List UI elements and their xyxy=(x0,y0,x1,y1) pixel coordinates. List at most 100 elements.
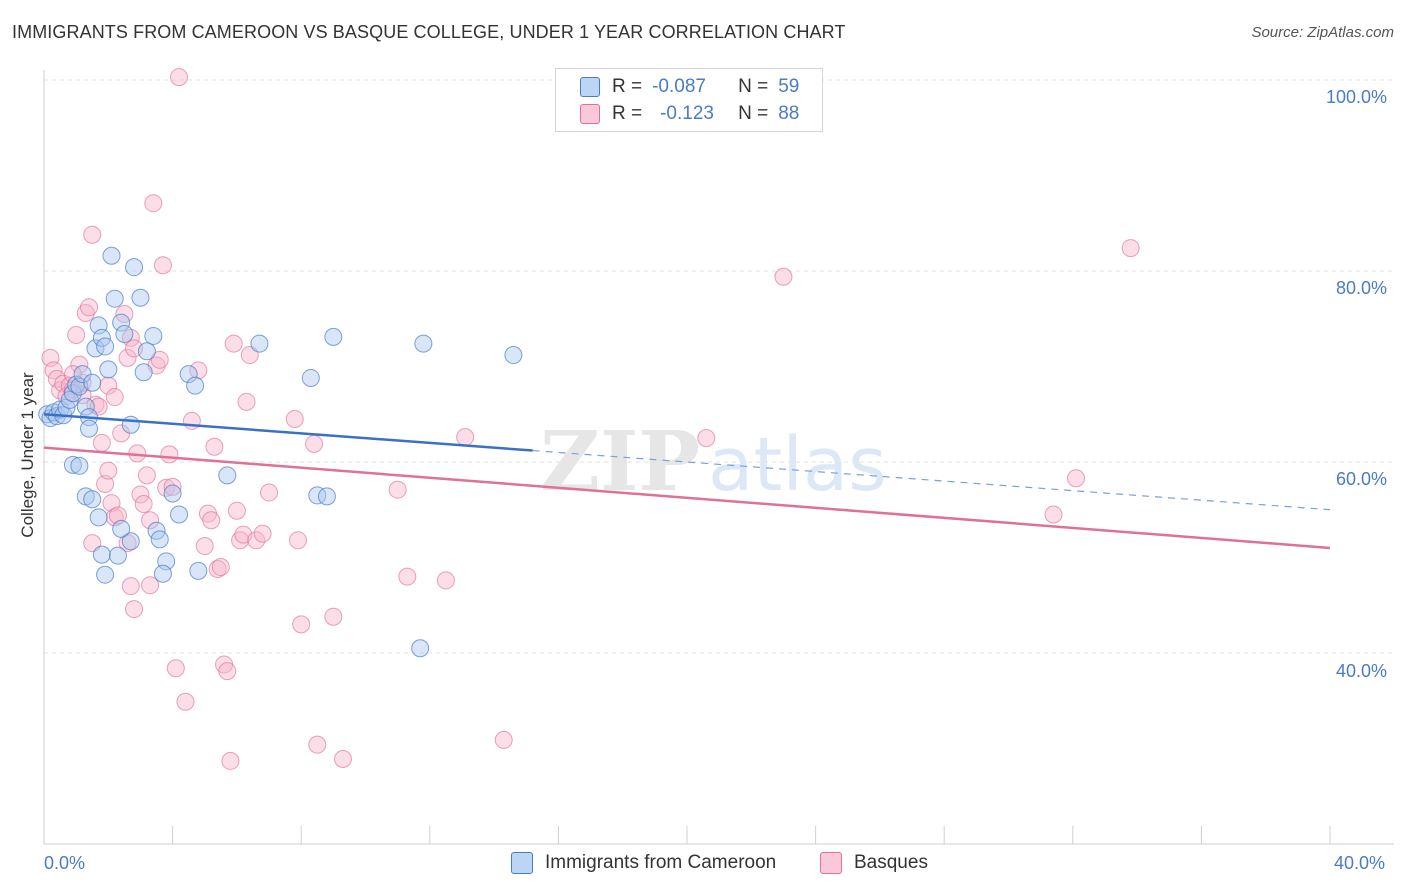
cameroon-point xyxy=(414,334,433,353)
cameroon-point xyxy=(125,258,144,277)
watermark-atlas: atlas xyxy=(708,422,887,508)
basques-point xyxy=(1067,469,1086,488)
cameroon-point xyxy=(317,487,336,506)
correlation-legend: R = -0.087 N = 59 R = -0.123 N = 88 xyxy=(555,68,823,132)
cameroon-point xyxy=(99,360,118,379)
basques-point xyxy=(144,194,163,213)
basques-point xyxy=(141,576,160,595)
cameroon-point xyxy=(76,397,95,416)
legend-n1-label: N = xyxy=(738,76,769,97)
bottom-legend-cameroon: Immigrants from Cameroon xyxy=(511,852,776,874)
cameroon-point xyxy=(105,289,124,308)
basques-point xyxy=(67,325,86,344)
basques-point xyxy=(324,607,343,626)
basques-point xyxy=(774,267,793,286)
basques-point xyxy=(285,410,304,429)
basques-point xyxy=(134,495,153,514)
basques-point xyxy=(247,531,266,550)
x-tick-left: 0.0% xyxy=(44,853,86,873)
cameroon-point xyxy=(150,530,169,549)
cameroon-point xyxy=(144,326,163,345)
cameroon-point xyxy=(218,466,237,485)
y-tick-40: 40.0% xyxy=(1336,661,1388,681)
trend-lines xyxy=(43,413,1331,550)
basques-point xyxy=(150,350,169,369)
basques-point xyxy=(141,511,160,530)
bottom-legend-label-basques: Basques xyxy=(854,852,928,873)
cameroon-point xyxy=(96,565,115,584)
basques-point xyxy=(398,567,417,586)
basques-point xyxy=(1044,505,1063,524)
chart-title: IMMIGRANTS FROM CAMEROON VS BASQUE COLLE… xyxy=(12,22,846,42)
basques-point xyxy=(260,483,279,502)
basques-point xyxy=(170,68,189,87)
bottom-swatch-blue xyxy=(511,852,533,874)
cameroon-point xyxy=(67,375,86,394)
basques-point xyxy=(83,225,102,244)
basques-point xyxy=(221,751,240,770)
cameroon-point xyxy=(80,419,99,438)
legend-r1-label: R = xyxy=(612,76,643,97)
basques-point xyxy=(456,428,475,447)
basques-point xyxy=(231,531,250,550)
cameroon-point xyxy=(504,346,523,365)
cameroon-point xyxy=(163,484,182,503)
basques-point xyxy=(697,429,716,448)
basques-point xyxy=(105,388,124,407)
basques-point xyxy=(494,730,513,749)
basques-point xyxy=(153,256,172,275)
basques-point xyxy=(108,506,127,525)
cameroon-point xyxy=(89,508,108,527)
cameroon-point xyxy=(186,376,205,395)
axes xyxy=(43,70,1394,845)
basques-point xyxy=(176,692,195,711)
cameroon-point xyxy=(70,456,89,475)
basques-point xyxy=(80,298,99,317)
watermark: ZIP atlas xyxy=(540,414,887,510)
basques-point xyxy=(253,524,272,543)
cameroon-point xyxy=(324,327,343,346)
watermark-zip: ZIP xyxy=(540,414,700,510)
grid-lines xyxy=(44,79,1394,654)
cameroon-point xyxy=(153,564,172,583)
cameroon-point xyxy=(51,400,70,419)
bottom-legend-basques: Basques xyxy=(820,852,928,874)
basques-point xyxy=(436,571,455,590)
y-tick-100: 100.0% xyxy=(1326,87,1388,107)
basques-point xyxy=(131,485,150,504)
legend-n2-label: N = xyxy=(738,103,769,124)
basques-point xyxy=(288,531,307,550)
cameroon-point xyxy=(189,561,208,580)
cameroon-point xyxy=(96,337,115,356)
cameroon-point xyxy=(308,486,327,505)
cameroon-point xyxy=(121,532,140,551)
basques-point xyxy=(218,662,237,681)
basques-point xyxy=(208,559,227,578)
bottom-swatch-pink xyxy=(820,852,842,874)
cameroon-point xyxy=(134,363,153,382)
basques-point xyxy=(205,437,224,456)
cameroon-point xyxy=(112,519,131,538)
cameroon-point xyxy=(83,490,102,509)
basques-point xyxy=(160,445,179,464)
cameroon-point xyxy=(137,342,156,361)
cameroon-trend-extension xyxy=(532,449,1331,511)
basques-point xyxy=(292,615,311,634)
cameroon-point xyxy=(411,639,430,658)
bottom-legend-label-cameroon: Immigrants from Cameroon xyxy=(545,852,777,873)
cameroon-point xyxy=(63,455,82,474)
cameroon-point xyxy=(179,365,198,384)
basques-point xyxy=(76,304,95,323)
legend-swatch-pink xyxy=(580,104,600,124)
basques-point xyxy=(137,466,156,485)
legend-n1-value: 59 xyxy=(778,76,800,97)
basques-point xyxy=(166,659,185,678)
basques-point xyxy=(121,577,140,596)
legend-r2-value: -0.123 xyxy=(660,103,714,124)
cameroon-point xyxy=(92,545,111,564)
basques-point xyxy=(125,600,144,619)
legend-swatch-blue xyxy=(580,77,600,97)
basques-point xyxy=(70,355,89,374)
basques-point xyxy=(227,501,246,520)
